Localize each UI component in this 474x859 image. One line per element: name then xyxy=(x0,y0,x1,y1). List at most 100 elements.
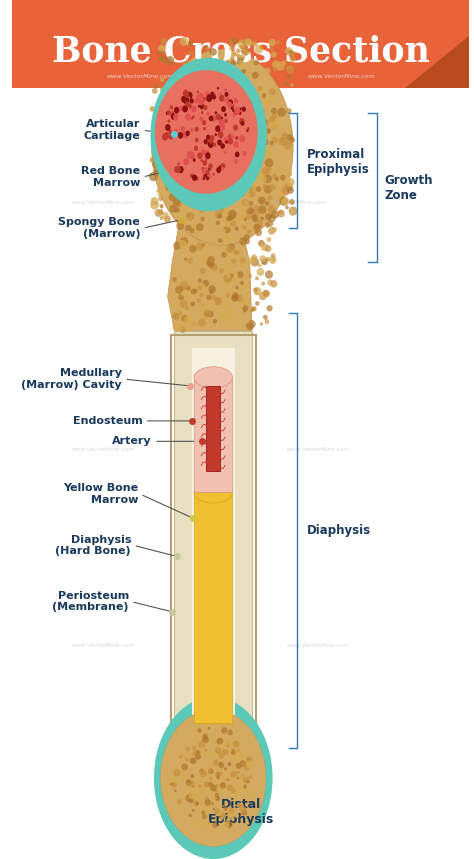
Ellipse shape xyxy=(247,41,252,46)
Ellipse shape xyxy=(203,821,209,827)
Ellipse shape xyxy=(178,311,182,315)
Ellipse shape xyxy=(158,210,164,215)
Ellipse shape xyxy=(181,238,186,244)
Ellipse shape xyxy=(282,60,287,65)
Ellipse shape xyxy=(195,228,202,235)
Ellipse shape xyxy=(181,95,187,103)
Ellipse shape xyxy=(172,324,178,330)
Ellipse shape xyxy=(281,137,284,141)
Ellipse shape xyxy=(272,137,278,143)
Ellipse shape xyxy=(267,221,273,227)
Ellipse shape xyxy=(253,41,257,46)
Ellipse shape xyxy=(182,61,188,67)
Ellipse shape xyxy=(246,750,249,752)
Ellipse shape xyxy=(283,141,292,149)
Ellipse shape xyxy=(217,139,222,146)
Ellipse shape xyxy=(158,55,163,59)
Ellipse shape xyxy=(225,60,229,64)
Ellipse shape xyxy=(160,125,164,129)
Ellipse shape xyxy=(217,198,222,204)
Ellipse shape xyxy=(237,777,239,779)
Ellipse shape xyxy=(192,203,198,208)
Ellipse shape xyxy=(166,112,169,115)
Ellipse shape xyxy=(290,83,294,87)
Ellipse shape xyxy=(209,172,216,179)
Ellipse shape xyxy=(271,52,277,58)
Ellipse shape xyxy=(198,730,205,737)
Ellipse shape xyxy=(194,145,198,151)
Ellipse shape xyxy=(160,205,164,209)
Ellipse shape xyxy=(286,65,294,74)
Text: Diaphysis: Diaphysis xyxy=(307,524,371,538)
Ellipse shape xyxy=(253,98,259,104)
Ellipse shape xyxy=(220,124,225,131)
Ellipse shape xyxy=(216,738,223,745)
Ellipse shape xyxy=(187,258,193,264)
Ellipse shape xyxy=(154,697,273,859)
Ellipse shape xyxy=(206,151,211,156)
Ellipse shape xyxy=(233,125,238,131)
Ellipse shape xyxy=(196,149,205,158)
Ellipse shape xyxy=(182,131,189,138)
Ellipse shape xyxy=(195,111,201,117)
Ellipse shape xyxy=(195,173,203,181)
Ellipse shape xyxy=(223,214,228,220)
Ellipse shape xyxy=(265,257,270,262)
Ellipse shape xyxy=(273,67,277,71)
Ellipse shape xyxy=(195,99,198,104)
Ellipse shape xyxy=(256,127,262,133)
Ellipse shape xyxy=(152,161,160,168)
Polygon shape xyxy=(206,386,220,472)
Ellipse shape xyxy=(289,50,293,54)
Ellipse shape xyxy=(226,246,234,253)
Ellipse shape xyxy=(237,749,240,752)
Ellipse shape xyxy=(240,70,244,75)
Ellipse shape xyxy=(233,250,237,254)
Ellipse shape xyxy=(247,144,253,150)
Text: www.VectorMine.com: www.VectorMine.com xyxy=(286,643,349,649)
Ellipse shape xyxy=(282,132,289,139)
Ellipse shape xyxy=(188,155,191,158)
Ellipse shape xyxy=(233,186,239,192)
Ellipse shape xyxy=(236,155,244,164)
Ellipse shape xyxy=(188,798,193,803)
Text: www.VectorMine.com: www.VectorMine.com xyxy=(307,74,375,79)
Ellipse shape xyxy=(160,77,164,82)
Ellipse shape xyxy=(277,191,286,200)
Ellipse shape xyxy=(213,742,217,746)
Ellipse shape xyxy=(167,176,171,180)
Ellipse shape xyxy=(211,752,216,758)
Ellipse shape xyxy=(180,326,186,333)
Ellipse shape xyxy=(178,130,182,134)
Ellipse shape xyxy=(240,774,245,779)
Ellipse shape xyxy=(245,39,253,46)
Ellipse shape xyxy=(239,178,246,185)
Ellipse shape xyxy=(198,744,203,749)
Ellipse shape xyxy=(200,824,204,828)
Ellipse shape xyxy=(227,101,232,107)
Ellipse shape xyxy=(246,192,250,197)
Ellipse shape xyxy=(252,216,258,222)
Ellipse shape xyxy=(208,782,213,787)
Ellipse shape xyxy=(276,40,280,44)
Ellipse shape xyxy=(262,119,269,127)
Ellipse shape xyxy=(253,288,257,292)
Ellipse shape xyxy=(206,80,214,88)
Ellipse shape xyxy=(204,139,208,144)
Ellipse shape xyxy=(185,746,190,752)
Ellipse shape xyxy=(250,793,255,798)
Ellipse shape xyxy=(247,136,255,144)
Ellipse shape xyxy=(206,94,212,102)
Ellipse shape xyxy=(189,813,192,817)
Ellipse shape xyxy=(179,240,187,248)
Ellipse shape xyxy=(271,120,280,130)
Ellipse shape xyxy=(264,158,273,168)
Ellipse shape xyxy=(177,241,181,245)
Ellipse shape xyxy=(205,131,212,137)
Ellipse shape xyxy=(190,173,193,176)
Ellipse shape xyxy=(205,168,208,170)
Ellipse shape xyxy=(204,119,211,126)
Ellipse shape xyxy=(217,212,222,218)
Ellipse shape xyxy=(158,45,164,51)
Ellipse shape xyxy=(200,197,205,201)
